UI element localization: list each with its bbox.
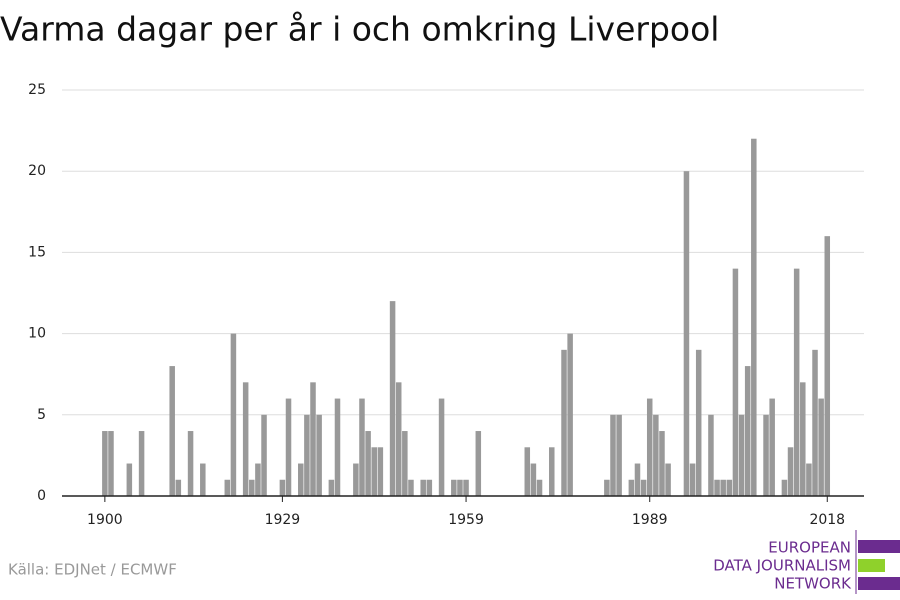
bar bbox=[763, 414, 769, 496]
bar bbox=[402, 431, 408, 496]
bar bbox=[524, 447, 531, 496]
bar bbox=[408, 479, 414, 496]
y-tick-label: 25 bbox=[28, 82, 46, 98]
bar bbox=[304, 414, 310, 496]
bar bbox=[824, 236, 831, 496]
bar bbox=[714, 479, 720, 496]
bar bbox=[353, 463, 359, 496]
bar bbox=[334, 398, 341, 496]
bar bbox=[451, 479, 457, 496]
logo-text: NETWORK bbox=[774, 575, 852, 593]
bar bbox=[628, 479, 635, 496]
bar bbox=[549, 447, 555, 496]
logo-bar bbox=[858, 577, 900, 590]
bar bbox=[610, 414, 616, 496]
bar bbox=[359, 398, 365, 496]
x-tick-label: 2018 bbox=[809, 512, 845, 528]
bar bbox=[169, 366, 175, 496]
y-tick-label: 10 bbox=[28, 326, 46, 342]
bar bbox=[818, 398, 824, 496]
bar bbox=[200, 463, 206, 496]
bar bbox=[438, 398, 445, 496]
bar bbox=[751, 138, 757, 496]
bar bbox=[249, 479, 255, 496]
bar bbox=[298, 463, 304, 496]
bar bbox=[377, 447, 384, 496]
bar bbox=[781, 479, 788, 496]
bar bbox=[389, 301, 396, 496]
bar bbox=[634, 463, 641, 496]
bar bbox=[812, 349, 818, 496]
bar bbox=[261, 414, 267, 496]
bar bbox=[561, 349, 567, 496]
bar bbox=[395, 382, 402, 496]
bar bbox=[665, 463, 671, 496]
logo-bar bbox=[858, 559, 885, 572]
bar bbox=[726, 479, 733, 496]
bar bbox=[365, 431, 371, 496]
bar bbox=[695, 349, 702, 496]
y-tick-label: 20 bbox=[28, 163, 46, 179]
bar bbox=[371, 447, 377, 496]
source: Källa: EDJNet / ECMWF bbox=[8, 561, 177, 579]
bar bbox=[420, 479, 426, 496]
bar bbox=[683, 171, 690, 496]
y-tick-label: 0 bbox=[37, 488, 46, 504]
bar bbox=[175, 479, 182, 496]
logo-text: EUROPEAN bbox=[768, 539, 851, 557]
bar bbox=[536, 479, 543, 496]
bar bbox=[659, 431, 665, 496]
x-tick-label: 1900 bbox=[87, 512, 123, 528]
bar bbox=[616, 414, 622, 496]
bar bbox=[316, 414, 322, 496]
bar bbox=[463, 479, 469, 496]
bar bbox=[138, 431, 145, 496]
bar bbox=[769, 398, 775, 496]
chart-title: Varma dagar per år i och omkring Liverpo… bbox=[0, 10, 719, 49]
bar bbox=[689, 463, 696, 496]
bar bbox=[328, 479, 335, 496]
bar bbox=[230, 333, 237, 496]
bar bbox=[285, 398, 292, 496]
bar bbox=[738, 414, 745, 496]
bar bbox=[242, 382, 249, 496]
bar bbox=[744, 366, 751, 496]
x-tick-label: 1929 bbox=[265, 512, 301, 528]
bar bbox=[187, 431, 194, 496]
bar bbox=[800, 382, 806, 496]
bar bbox=[708, 414, 714, 496]
bar bbox=[640, 479, 647, 496]
bar bbox=[787, 447, 794, 496]
bar bbox=[126, 463, 133, 496]
bar bbox=[102, 431, 108, 496]
bar bbox=[255, 463, 261, 496]
x-tick-label: 1989 bbox=[632, 512, 668, 528]
bar bbox=[108, 431, 114, 496]
bar bbox=[793, 268, 800, 496]
bar bbox=[426, 479, 433, 496]
bar bbox=[604, 479, 610, 496]
logo-text: DATA JOURNALISM bbox=[713, 557, 851, 575]
y-tick-label: 5 bbox=[37, 407, 46, 423]
bar bbox=[732, 268, 739, 496]
bar bbox=[457, 479, 463, 496]
logo-bar bbox=[858, 540, 900, 553]
bar bbox=[310, 382, 316, 496]
bar bbox=[720, 479, 726, 496]
bar bbox=[646, 398, 653, 496]
bar bbox=[653, 414, 659, 496]
y-tick-label: 15 bbox=[28, 244, 46, 260]
bar bbox=[475, 431, 482, 496]
bar bbox=[806, 463, 812, 496]
bar bbox=[567, 333, 573, 496]
bar bbox=[224, 479, 231, 496]
x-tick-label: 1959 bbox=[448, 512, 484, 528]
bar bbox=[279, 479, 286, 496]
bar bbox=[530, 463, 537, 496]
logo: EUROPEAN DATA JOURNALISM NETWORK bbox=[713, 530, 900, 594]
